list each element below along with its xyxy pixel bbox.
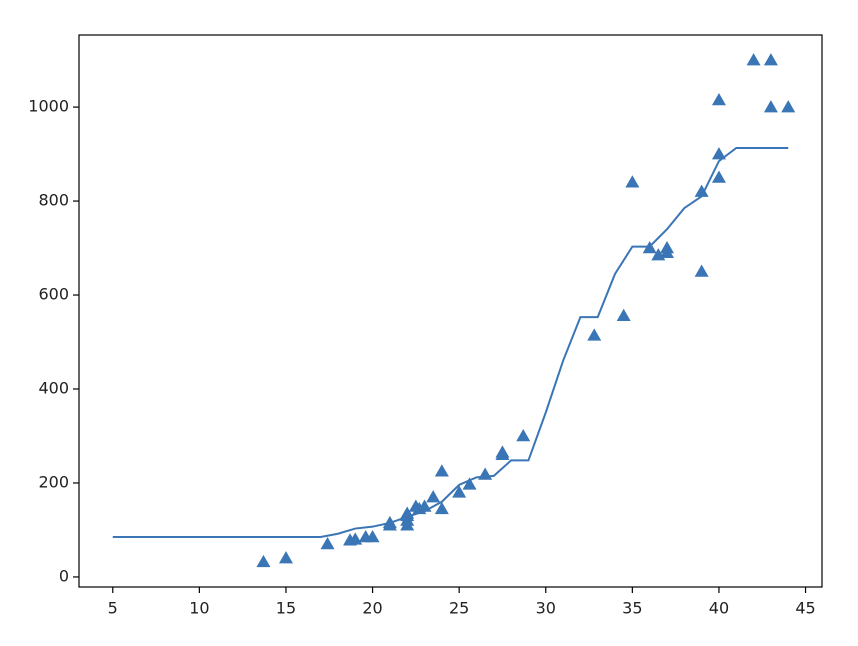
point <box>711 147 726 160</box>
x-tick-label: 20 <box>362 599 382 618</box>
point <box>434 501 449 515</box>
point <box>625 175 640 188</box>
x-tick-label: 30 <box>536 599 556 618</box>
plot-frame <box>78 34 823 588</box>
x-tick-label: 10 <box>189 599 209 618</box>
point <box>694 264 709 277</box>
x-tick-label: 40 <box>709 599 729 618</box>
point <box>659 245 674 258</box>
x-tick-label: 15 <box>276 599 296 618</box>
point <box>495 445 510 458</box>
y-tick-label: 200 <box>38 472 69 491</box>
point <box>426 490 441 503</box>
x-tick-label: 5 <box>108 599 118 618</box>
point <box>516 428 531 442</box>
point <box>746 53 761 66</box>
point <box>781 100 796 113</box>
point <box>711 170 726 183</box>
y-tick-label: 0 <box>59 566 69 585</box>
point <box>711 93 726 106</box>
point <box>348 532 363 545</box>
point <box>763 100 778 113</box>
point <box>278 551 293 564</box>
y-tick-label: 1000 <box>28 97 69 116</box>
point <box>694 184 709 197</box>
point <box>462 477 477 490</box>
y-tick-label: 800 <box>38 191 69 210</box>
point <box>256 554 271 568</box>
x-tick-label: 35 <box>622 599 642 618</box>
point <box>320 537 335 550</box>
point <box>365 530 380 543</box>
point <box>587 328 602 341</box>
fit-line <box>112 146 789 539</box>
y-tick-label: 600 <box>38 285 69 304</box>
point <box>763 53 778 66</box>
x-tick-label: 25 <box>449 599 469 618</box>
point <box>434 464 449 477</box>
point <box>616 308 631 321</box>
y-tick-label: 400 <box>38 378 69 397</box>
point <box>452 485 467 498</box>
x-tick-label: 45 <box>795 599 815 618</box>
